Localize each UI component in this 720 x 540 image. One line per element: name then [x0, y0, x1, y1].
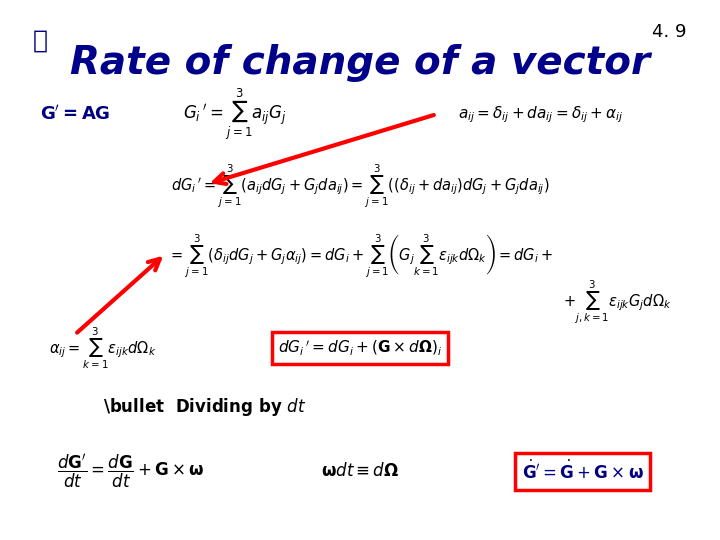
Text: $\dot{\mathbf{G}}' = \dot{\mathbf{G}} + \mathbf{G} \times \mathbf{\omega}$: $\dot{\mathbf{G}}' = \dot{\mathbf{G}} + … — [521, 460, 644, 483]
Text: $= \sum_{j=1}^{3}\left(\delta_{ij}dG_j + G_j\alpha_{ij}\right) = dG_i + \sum_{j=: $= \sum_{j=1}^{3}\left(\delta_{ij}dG_j +… — [168, 233, 552, 280]
Text: $\mathbf{\omega}dt \equiv d\mathbf{\Omega}$: $\mathbf{\omega}dt \equiv d\mathbf{\Omeg… — [321, 462, 399, 481]
Text: $\dfrac{d\mathbf{G'}}{dt} = \dfrac{d\mathbf{G}}{dt} + \mathbf{G} \times \mathbf{: $\dfrac{d\mathbf{G'}}{dt} = \dfrac{d\mat… — [57, 453, 204, 490]
Text: 4. 9: 4. 9 — [652, 23, 687, 41]
Text: $\mathbf{G'= AG}$: $\mathbf{G'= AG}$ — [40, 105, 111, 124]
Text: $dG_i\,' = \sum_{j=1}^{3}\left(a_{ij}dG_j + G_j da_{ij}\right) = \sum_{j=1}^{3}\: $dG_i\,' = \sum_{j=1}^{3}\left(a_{ij}dG_… — [171, 163, 549, 210]
Text: $\alpha_{ij} = \sum_{k=1}^{3}\varepsilon_{ijk}d\Omega_k$: $\alpha_{ij} = \sum_{k=1}^{3}\varepsilon… — [49, 325, 157, 370]
Text: \bullet  Dividing by $dt$: \bullet Dividing by $dt$ — [103, 396, 306, 418]
Text: $dG_i\,' = dG_i + (\mathbf{G} \times d\mathbf{\Omega})_i$: $dG_i\,' = dG_i + (\mathbf{G} \times d\m… — [278, 339, 442, 357]
Text: 🦎: 🦎 — [32, 28, 48, 52]
Text: $a_{ij} = \delta_{ij} + da_{ij} = \delta_{ij} + \alpha_{ij}$: $a_{ij} = \delta_{ij} + da_{ij} = \delta… — [458, 104, 624, 125]
Text: Rate of change of a vector: Rate of change of a vector — [70, 44, 650, 83]
Text: $+ \sum_{j,k=1}^{3}\varepsilon_{ijk}G_j d\Omega_k$: $+ \sum_{j,k=1}^{3}\varepsilon_{ijk}G_j … — [563, 279, 672, 326]
Text: $G_i\,' = \sum_{j=1}^{3} a_{ij}G_j$: $G_i\,' = \sum_{j=1}^{3} a_{ij}G_j$ — [183, 86, 287, 142]
